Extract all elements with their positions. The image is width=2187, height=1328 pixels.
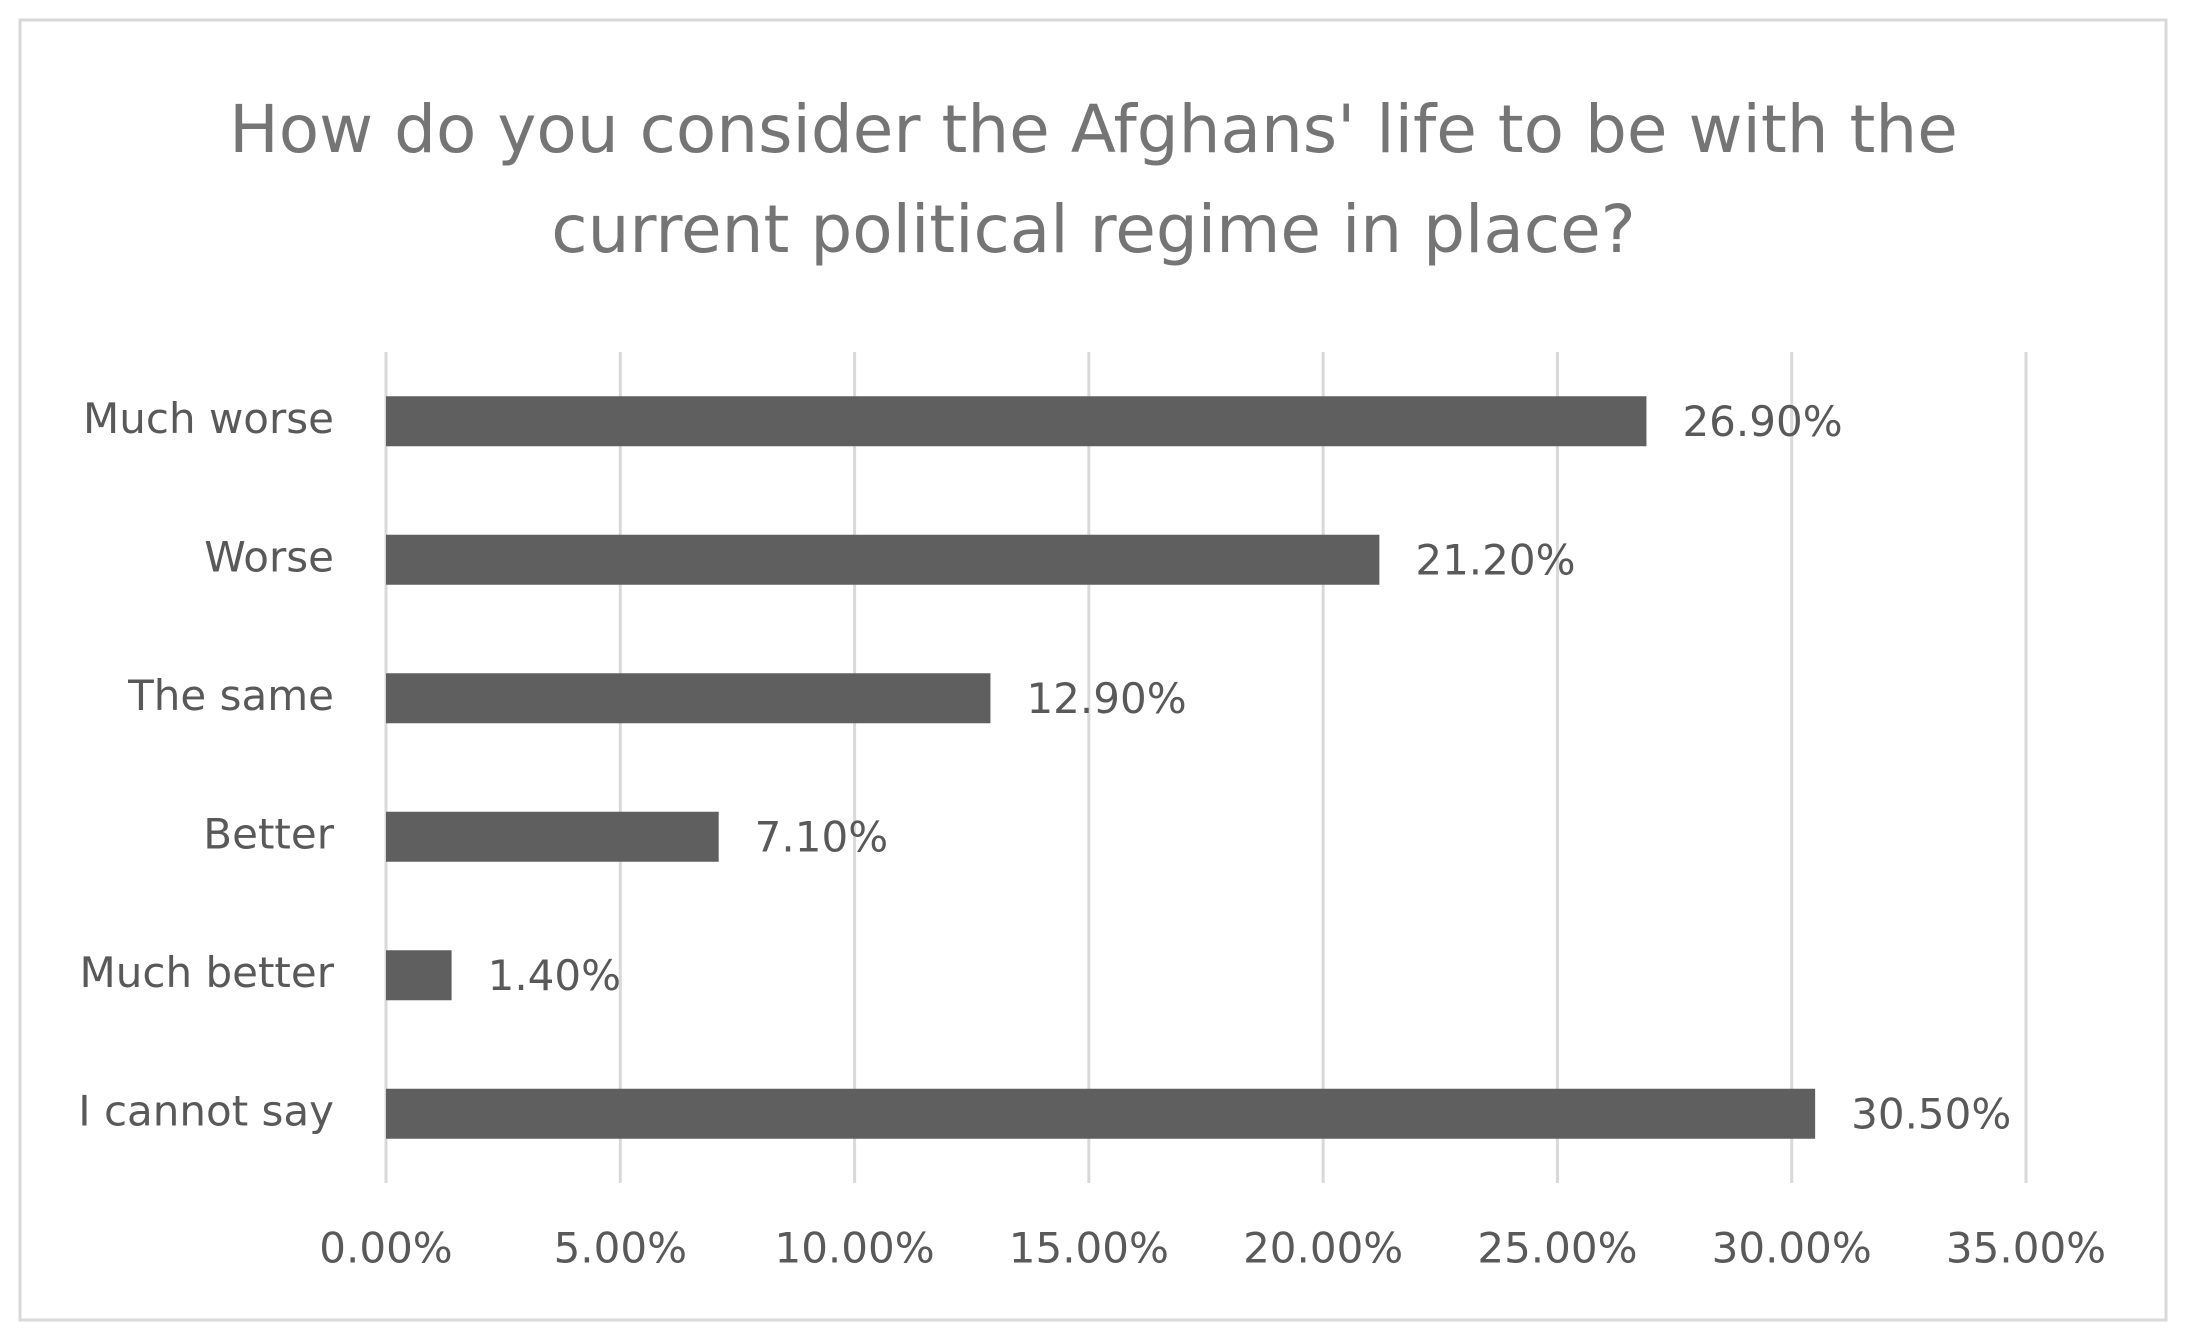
y-tick-label: Much worse: [83, 394, 334, 443]
data-label: 30.50%: [1851, 1089, 2011, 1138]
bar: [386, 396, 1647, 447]
x-tick-label: 30.00%: [1712, 1224, 1872, 1273]
y-tick-label: Worse: [204, 532, 334, 581]
x-tick-label: 35.00%: [1946, 1224, 2106, 1273]
x-tick-label: 20.00%: [1243, 1224, 1403, 1273]
bar: [386, 534, 1380, 585]
x-tick-label: 0.00%: [319, 1224, 452, 1273]
y-tick-label: Much better: [80, 948, 335, 997]
bar: [386, 1088, 1816, 1139]
data-label: 21.20%: [1415, 535, 1575, 584]
chart-title: How do you consider the Afghans' life to…: [229, 91, 1958, 268]
y-tick-label: Better: [203, 809, 334, 858]
bar: [386, 673, 991, 724]
data-label: 7.10%: [755, 812, 888, 861]
x-tick-label: 10.00%: [774, 1224, 934, 1273]
chart-frame: [18, 18, 2168, 1322]
bar: [386, 811, 719, 862]
data-label: 12.90%: [1026, 674, 1186, 723]
x-tick-label: 25.00%: [1477, 1224, 1637, 1273]
data-label: 26.90%: [1682, 397, 1842, 446]
y-tick-label: The same: [127, 671, 334, 720]
data-label: 1.40%: [488, 951, 621, 1000]
bar: [386, 950, 452, 1001]
y-tick-label: I cannot say: [78, 1086, 334, 1135]
x-tick-label: 5.00%: [554, 1224, 687, 1273]
x-tick-label: 15.00%: [1009, 1224, 1169, 1273]
